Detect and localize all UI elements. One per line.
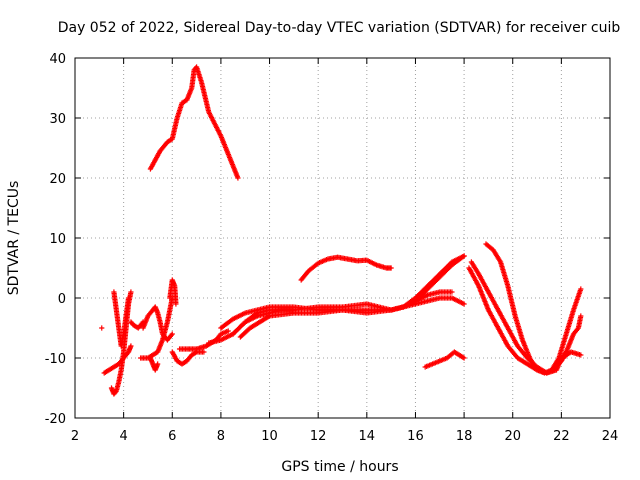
data-point — [128, 343, 134, 349]
series-arc-23 — [561, 313, 584, 361]
data-point — [128, 289, 134, 295]
data-point — [125, 295, 132, 301]
series-arc-19 — [422, 349, 467, 370]
data-point — [99, 325, 105, 331]
x-tick-label: 20 — [504, 429, 521, 444]
x-tick-label: 10 — [261, 429, 278, 444]
data-point — [578, 352, 584, 358]
y-tick-label: 0 — [58, 292, 66, 307]
series-arc-17 — [147, 64, 241, 181]
x-tick-label: 24 — [602, 429, 619, 444]
y-tick-labels: -20 -10 0 10 20 30 40 — [45, 52, 66, 427]
series-arc-7 — [140, 304, 175, 343]
series-arc-18 — [298, 254, 394, 283]
series-arc-5 — [128, 319, 146, 331]
data-point — [578, 286, 584, 292]
y-tick-label: 20 — [49, 172, 66, 187]
data-point — [388, 265, 394, 271]
y-tick-label: -20 — [45, 412, 66, 427]
data-point — [461, 355, 467, 361]
data-point — [461, 301, 467, 307]
data-point — [461, 253, 467, 259]
series-arc-4 — [111, 289, 132, 349]
series-arc-8 — [147, 355, 161, 373]
x-tick-label: 6 — [168, 429, 176, 444]
x-tick-label: 18 — [456, 429, 473, 444]
data-point — [235, 175, 241, 181]
data-point — [578, 313, 584, 319]
data-point — [201, 349, 207, 355]
x-tick-label: 2 — [71, 429, 79, 444]
x-tick-labels: 2 4 6 8 10 12 14 16 18 20 22 24 — [71, 429, 618, 444]
data-point — [225, 328, 231, 334]
x-tick-label: 12 — [310, 429, 327, 444]
data-points — [99, 64, 584, 397]
y-tick-label: 30 — [49, 112, 66, 127]
series-arc-1 — [99, 325, 105, 331]
data-point — [173, 301, 179, 307]
y-tick-label: -10 — [45, 352, 66, 367]
x-tick-label: 4 — [119, 429, 127, 444]
data-point — [169, 331, 175, 337]
series-arc-9 — [167, 277, 179, 307]
x-tick-label: 14 — [359, 429, 376, 444]
x-tick-label: 8 — [217, 429, 225, 444]
y-tick-label: 40 — [49, 52, 66, 67]
x-tick-label: 22 — [553, 429, 570, 444]
chart-title: Day 052 of 2022, Sidereal Day-to-day VTE… — [58, 20, 621, 36]
data-point — [449, 289, 455, 295]
data-point — [155, 361, 161, 367]
y-axis-label: SDTVAR / TECUs — [6, 181, 22, 296]
series-arc-22 — [483, 241, 584, 376]
series-arc-16 — [400, 253, 467, 310]
x-tick-label: 16 — [407, 429, 424, 444]
axis-ticks — [74, 57, 611, 419]
x-axis-label: GPS time / hours — [281, 459, 398, 475]
series-arc-15 — [237, 253, 467, 340]
series-arc-10 — [169, 349, 207, 367]
series-arc-2 — [101, 343, 134, 376]
y-tick-label: 10 — [49, 232, 66, 247]
